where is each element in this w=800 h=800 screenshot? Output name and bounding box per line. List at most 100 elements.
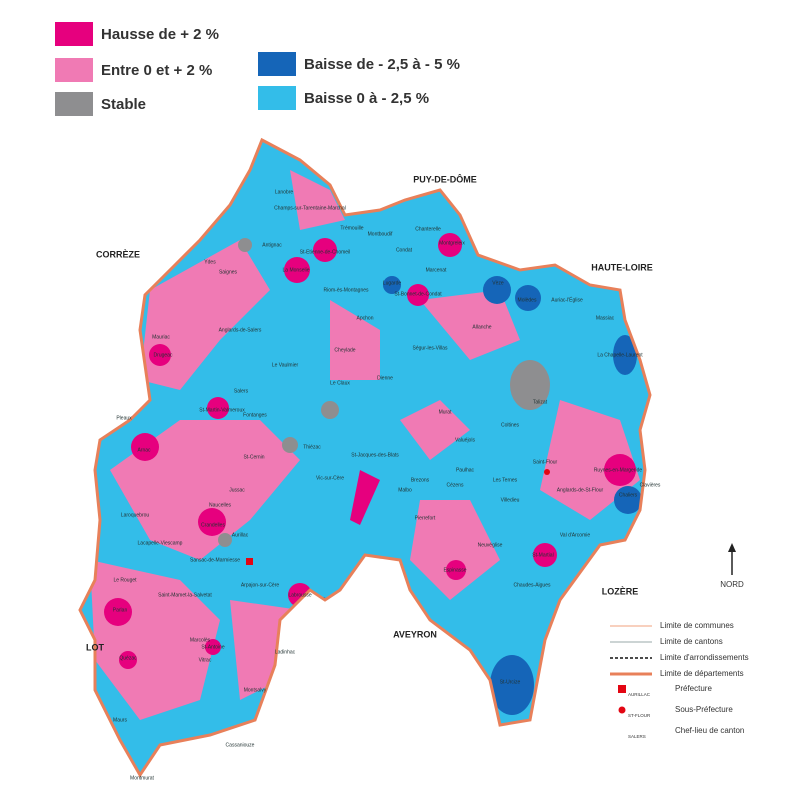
areas-stable <box>218 238 550 547</box>
commune-label: Valuéjols <box>455 437 475 443</box>
legend-label: Stable <box>101 96 146 113</box>
commune-label: Salers <box>234 388 249 394</box>
commune-label: Maurs <box>113 717 127 723</box>
legend: Hausse de + 2 % Entre 0 et + 2 % Stable Bai… <box>55 22 460 116</box>
line-legend-label: Limite de départements <box>660 669 744 678</box>
commune-label: La Monselie <box>283 267 310 273</box>
department-label: LOZÈRE <box>602 586 639 596</box>
commune-label: Le Rouget <box>113 577 137 583</box>
commune-label: Vitrac <box>199 657 212 663</box>
commune-label: Trémouille <box>340 225 363 231</box>
commune-label: Saignes <box>219 269 238 275</box>
commune-label: Sansac-de-Marmiesse <box>190 557 240 563</box>
commune-label: Quézac <box>119 655 137 661</box>
commune-label: Vic-sur-Cère <box>316 475 344 481</box>
commune-label: Massiac <box>596 315 615 321</box>
areas-strong-decline <box>315 276 642 715</box>
commune-label: Pleaux <box>116 415 132 421</box>
commune-label: Paulhac <box>456 467 475 473</box>
commune-label: St-Martin-Valmeroux <box>199 407 245 413</box>
line-legend-label: Limite de communes <box>660 621 734 630</box>
commune-label: Cézens <box>447 482 464 488</box>
commune-label: St-Martial <box>532 552 553 558</box>
commune-label: Saint-Flour <box>533 459 558 465</box>
commune-label: Naucelles <box>209 502 231 508</box>
symbol-legend-label: Chef-lieu de canton <box>675 726 744 735</box>
commune-label: Montgreleix <box>439 240 465 246</box>
areas-strong-rise <box>104 233 636 669</box>
symbol-sample: ST-FLOUR <box>628 713 651 718</box>
commune-label: Lacapelle-Viescamp <box>138 540 183 546</box>
commune-label: Le Claux <box>330 380 350 386</box>
commune-label: Fontanges <box>243 412 267 418</box>
legend-label: Entre 0 et + 2 % <box>101 62 212 79</box>
commune-label: St-Antoine <box>201 644 225 650</box>
commune-label: Lanobre <box>275 189 294 195</box>
commune-label: Ladinhac <box>275 649 296 655</box>
commune-label: Allanche <box>472 324 491 330</box>
commune-label: Vèze <box>492 280 504 286</box>
commune-label: Chaliers <box>619 492 638 498</box>
commune-label: Chaudes-Aigues <box>514 582 551 588</box>
commune-label: Talizat <box>533 399 548 405</box>
commune-label: Marcolès <box>190 637 211 643</box>
department-label: LOT <box>86 642 104 652</box>
commune-label: Auriac-l'Église <box>551 296 583 303</box>
commune-label: Parlan <box>113 607 128 613</box>
subprefecture-marker <box>544 469 550 475</box>
department-label: AVEYRON <box>393 629 437 639</box>
commune-label: St-Jacques-des-Blats <box>351 452 399 458</box>
legend-swatch <box>258 52 296 76</box>
commune-label: Espinasse <box>443 567 466 573</box>
legend-label: Baisse de - 2,5 à - 5 % <box>304 56 460 73</box>
symbol-sample: SALERS <box>628 734 646 739</box>
commune-label: Anglards-de-St-Flour <box>557 487 604 493</box>
legend-label: Baisse 0 à - 2,5 % <box>304 90 429 107</box>
legend-swatch <box>55 58 93 82</box>
commune-label: Montsalvy <box>244 687 267 693</box>
commune-label: Val d'Arcomie <box>560 532 591 538</box>
department-label: CORRÈZE <box>96 249 140 259</box>
commune-label: Arnac <box>137 447 151 453</box>
department-label: HAUTE-LOIRE <box>591 262 653 272</box>
commune-label: Coltines <box>501 422 520 428</box>
commune-label: St-Cernin <box>243 454 264 460</box>
commune-label: St-Etienne-de-Chomeil <box>300 249 351 255</box>
symbol-legend-label: Préfecture <box>675 684 712 693</box>
line-legend-label: Limite d'arrondissements <box>660 653 749 662</box>
line-legend: Limite de communes Limite de cantons Limit… <box>610 621 749 678</box>
commune-label: Chanterelle <box>415 226 441 232</box>
department-label: PUY-DE-DÔME <box>413 173 477 184</box>
commune-label: Clavières <box>640 482 661 488</box>
commune-label: Labrousse <box>288 592 312 598</box>
north-arrow-head <box>728 543 736 552</box>
commune-label: Montmurat <box>130 775 155 781</box>
commune-label: Mauriac <box>152 334 170 340</box>
commune-label: Apchon <box>357 315 374 321</box>
commune-label: Thiézac <box>303 444 321 450</box>
commune-label: Montboudif <box>368 231 393 237</box>
north-label: NORD <box>720 580 744 589</box>
commune-label: Dienne <box>377 375 393 381</box>
legend-swatch <box>258 86 296 110</box>
department-labels: PUY-DE-DÔME HAUTE-LOIRE CORRÈZE LOT AVEYRON L… <box>86 173 653 652</box>
prefecture-symbol <box>618 685 626 693</box>
commune-label: Antignac <box>262 242 282 248</box>
commune-label: Condat <box>396 247 413 253</box>
commune-label: Ydes <box>204 259 216 265</box>
commune-label: Ségur-les-Villas <box>413 345 448 351</box>
commune-label: Crandelles <box>201 522 225 528</box>
commune-label: Jussac <box>229 487 245 493</box>
commune-label: Cheylade <box>334 347 355 353</box>
commune-label: Molèdes <box>518 297 537 303</box>
commune-label: Malbo <box>398 487 412 493</box>
commune-label: Le Vaulmier <box>272 362 299 368</box>
subprefecture-symbol <box>618 706 626 714</box>
commune-label: Les Ternes <box>493 477 518 483</box>
prefecture-marker <box>246 558 253 565</box>
commune-label: Riom-ès-Montagnes <box>323 287 369 293</box>
commune-label: Villedieu <box>501 497 520 503</box>
commune-label: Ruynes-en-Margeride <box>594 467 643 473</box>
commune-label: Champs-sur-Tarentaine-Marchal <box>274 205 346 211</box>
